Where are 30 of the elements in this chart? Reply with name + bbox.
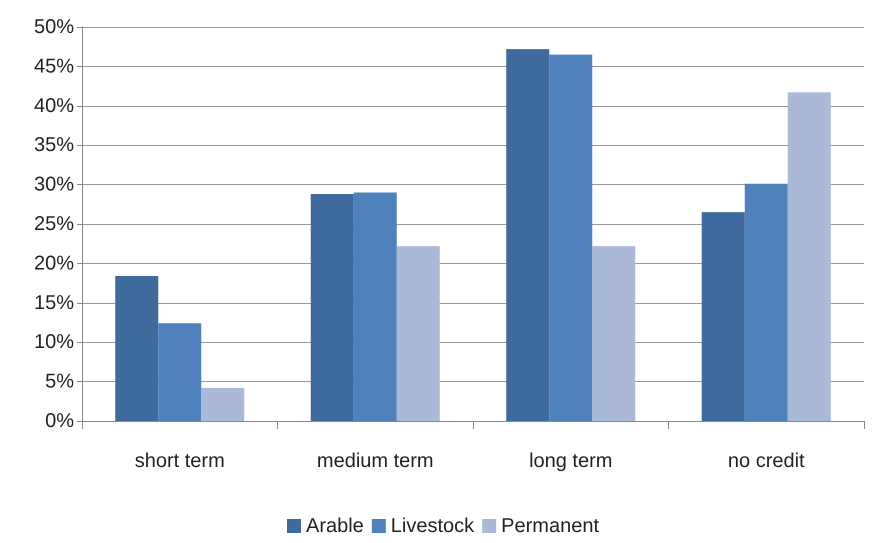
- y-tick-label: 30%: [34, 174, 74, 196]
- y-tick-label: 20%: [34, 252, 74, 274]
- y-tick-label: 5%: [45, 370, 74, 393]
- bar: [788, 92, 831, 421]
- legend-label: Arable: [306, 515, 364, 537]
- y-tick-label: 35%: [34, 134, 74, 156]
- x-tick-label: medium term: [316, 450, 434, 472]
- y-tick-label: 40%: [34, 94, 74, 117]
- y-tick-label: 25%: [34, 213, 74, 235]
- bar: [592, 246, 636, 421]
- bar: [158, 323, 202, 421]
- y-tick-label: 50%: [34, 16, 74, 38]
- y-tick-label: 15%: [34, 292, 74, 314]
- y-tick-label: 10%: [34, 331, 74, 354]
- bar: [310, 194, 354, 421]
- bar: [354, 192, 397, 421]
- legend-label: Livestock: [390, 515, 476, 537]
- bar: [396, 246, 440, 421]
- bar: [744, 184, 788, 421]
- y-tick-label: 45%: [34, 55, 74, 78]
- x-tick-label: short term: [134, 450, 225, 472]
- bar: [201, 388, 244, 421]
- legend-label: Permanent: [501, 515, 600, 537]
- bar: [506, 49, 550, 421]
- x-tick-label: long term: [529, 450, 612, 472]
- x-tick-label: no credit: [728, 450, 806, 472]
- bar: [549, 54, 592, 421]
- bar: [115, 276, 158, 421]
- bar: [702, 212, 745, 421]
- y-tick-label: 0%: [45, 410, 74, 432]
